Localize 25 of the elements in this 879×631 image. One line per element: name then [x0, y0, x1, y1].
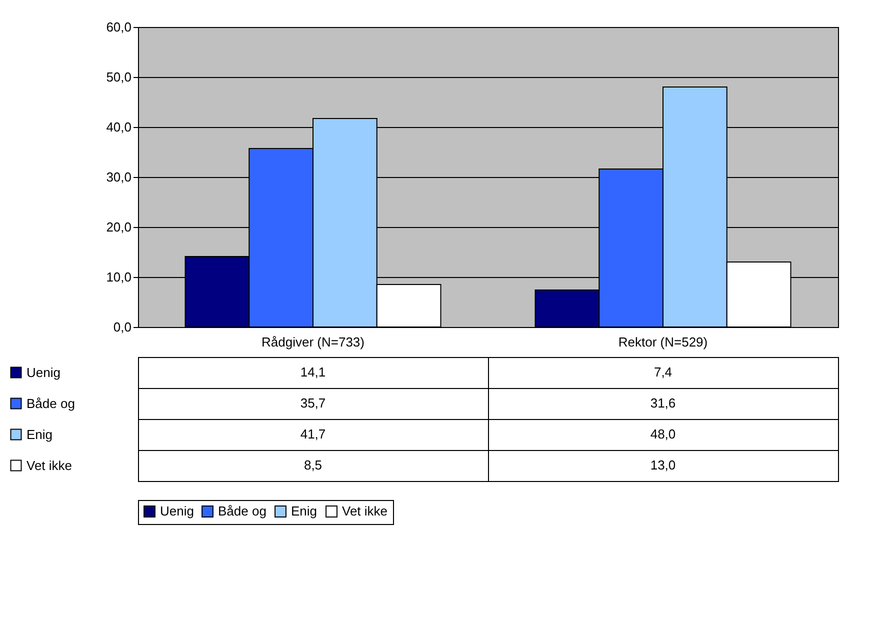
data-label: 14,1 [300, 364, 326, 380]
text: Vet ikke [26, 458, 72, 473]
legend-label: Både og [218, 504, 266, 519]
x-tick-label: Rådgiver (N=733) [262, 334, 364, 350]
text: Enig [26, 427, 53, 442]
y-tick-label: 50,0 [106, 70, 132, 84]
data-label: 13,0 [650, 458, 676, 472]
y-tick-label: 0,0 [113, 320, 132, 334]
data-label: 41,7 [300, 426, 326, 442]
legend-label: Enig [291, 504, 318, 519]
legend-label: Vet ikke [342, 504, 388, 519]
x-tick-label: Rektor (N=529) [618, 334, 708, 350]
data-label: 31,6 [650, 396, 676, 410]
y-tick-label: 40,0 [106, 120, 132, 134]
data-label: 48,0 [650, 426, 676, 442]
y-tick-label: 60,0 [106, 20, 132, 34]
y-tick-label: 30,0 [106, 170, 132, 184]
text: Uenig [160, 504, 194, 519]
data-label: 7,4 [654, 364, 672, 380]
y-tick-label: 20,0 [106, 220, 132, 234]
data-label: 8,5 [304, 458, 322, 472]
data-label: 35,7 [300, 396, 326, 410]
text: Både og [26, 396, 75, 411]
y-tick-label: 10,0 [106, 270, 132, 284]
legend-label: Uenig [26, 365, 60, 380]
